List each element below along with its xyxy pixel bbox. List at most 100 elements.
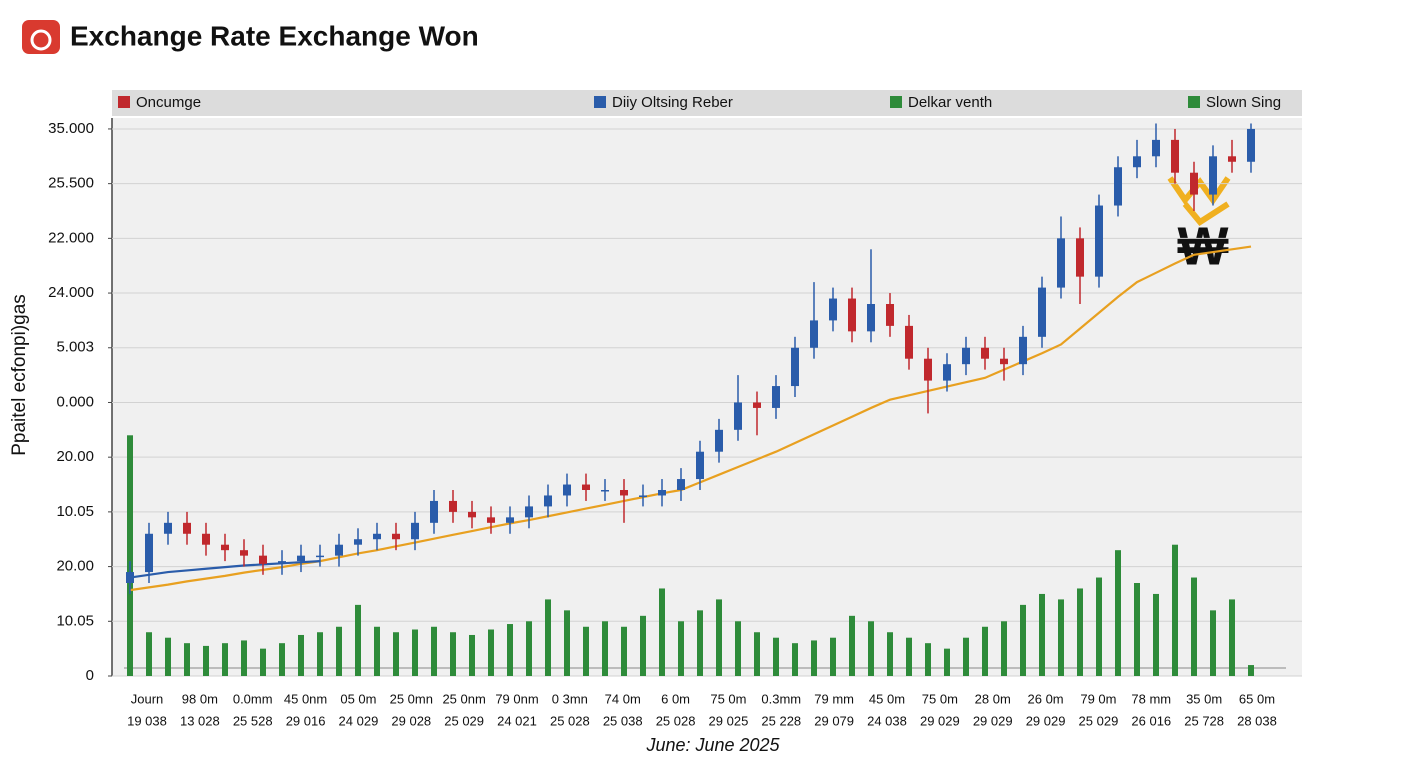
candle-body (221, 544, 229, 551)
candle-body (1095, 205, 1103, 277)
volume-bar (355, 604, 361, 676)
x-tick-label: 45 0m (869, 691, 905, 706)
volume-bar (450, 632, 456, 676)
candle-body (563, 484, 571, 496)
volume-bar (697, 610, 703, 676)
volume-bar (1153, 593, 1159, 676)
volume-bar (222, 643, 228, 676)
y-tick-label: 20.00 (56, 558, 94, 575)
volume-bar (374, 626, 380, 676)
volume-bar (1001, 621, 1007, 676)
x-tick-label: 74 0m (605, 691, 641, 706)
y-axis-title: Ppaitel ecfonpi)gas (9, 294, 30, 456)
won-decoration (1167, 176, 1231, 226)
candle-body (373, 533, 381, 540)
data-layer: 0 10.05 20.00 10.05 20.00 0.000 5.003 24.000 22.… (48, 94, 1302, 728)
legend-bar (112, 90, 1302, 116)
candle-body (924, 358, 932, 381)
x-tick-label: 26 0m (1028, 691, 1064, 706)
candle-body (297, 555, 305, 562)
volume-bar (906, 637, 912, 676)
y-tick-label: 0 (86, 667, 94, 684)
candle-body (696, 451, 704, 480)
candle-body (183, 522, 191, 534)
x-tick-label: 05 0m (340, 691, 376, 706)
candle-body (791, 347, 799, 387)
candle-body (658, 490, 666, 496)
x-axis-title: June: June 2025 (645, 735, 780, 755)
x-tick-label: 28 038 (1237, 713, 1277, 728)
legend-swatch (890, 96, 902, 108)
volume-bar (659, 588, 665, 676)
candle-body (449, 500, 457, 512)
x-tick-label: 13 028 (180, 713, 220, 728)
x-tick-label: 25 029 (444, 713, 484, 728)
legend-label: Diiy Oltsing Reber (612, 94, 733, 111)
x-tick-label: 24 021 (497, 713, 537, 728)
candle-body (981, 347, 989, 359)
y-tick-label: 24.000 (48, 284, 94, 301)
candle-body (1247, 128, 1255, 162)
candle-body (468, 511, 476, 518)
candle-body (1133, 156, 1141, 168)
candle-body (164, 522, 172, 534)
volume-bar (887, 632, 893, 676)
candle-body (392, 533, 400, 540)
candle-body (753, 402, 761, 408)
x-tick-label: 29 029 (973, 713, 1013, 728)
x-tick-label: 29 016 (286, 713, 326, 728)
candle-body (1228, 156, 1236, 162)
x-tick-label: 79 0m (1080, 691, 1116, 706)
candle-body (1152, 139, 1160, 157)
candle-body (202, 533, 210, 545)
candle-body (1114, 167, 1122, 206)
volume-bar (1229, 599, 1235, 676)
volume-bar (621, 626, 627, 676)
volume-bar (545, 599, 551, 676)
x-tick-label: 6 0m (661, 691, 690, 706)
x-tick-label: 24 029 (339, 713, 379, 728)
volume-bar (849, 615, 855, 676)
volume-bar (735, 621, 741, 676)
volume-bar (1058, 599, 1064, 676)
x-tick-label: 19 038 (127, 713, 167, 728)
x-tick-label: 79 mm (814, 691, 854, 706)
candle-body (278, 561, 286, 564)
volume-bar (431, 626, 437, 676)
legend-label: Slown Sing (1206, 94, 1281, 111)
volume-bar (963, 637, 969, 676)
volume-bar (127, 435, 133, 676)
volume-bar (241, 640, 247, 676)
candle-body (734, 402, 742, 430)
x-tick-label: 26 016 (1131, 713, 1171, 728)
volume-bar (868, 621, 874, 676)
candle-body (240, 550, 248, 556)
volume-bar (830, 637, 836, 676)
volume-bar (811, 640, 817, 676)
candle-body (487, 517, 495, 523)
candle-body (525, 506, 533, 518)
volume-bar (165, 637, 171, 676)
volume-bar (184, 643, 190, 676)
app-icon (22, 20, 60, 54)
candle-body (677, 479, 685, 490)
legend-label: Delkar venth (908, 94, 992, 111)
x-tick-label: Journ (131, 691, 164, 706)
x-tick-label: 29 029 (1026, 713, 1066, 728)
volume-bar (925, 643, 931, 676)
candle-body (1190, 172, 1198, 195)
candle-body (354, 539, 362, 545)
legend-swatch (594, 96, 606, 108)
y-tick-label: 10.05 (56, 503, 94, 520)
volume-bar (412, 629, 418, 676)
candle-body (639, 495, 647, 497)
volume-bar (1172, 544, 1178, 676)
x-tick-label: 0 3mn (552, 691, 588, 706)
legend-swatch (1188, 96, 1200, 108)
candle-body (1057, 238, 1065, 288)
candle-body (1019, 336, 1027, 365)
legend-label: Oncumge (136, 94, 201, 111)
y-tick-label: 22.000 (48, 229, 94, 246)
volume-bar (526, 621, 532, 676)
